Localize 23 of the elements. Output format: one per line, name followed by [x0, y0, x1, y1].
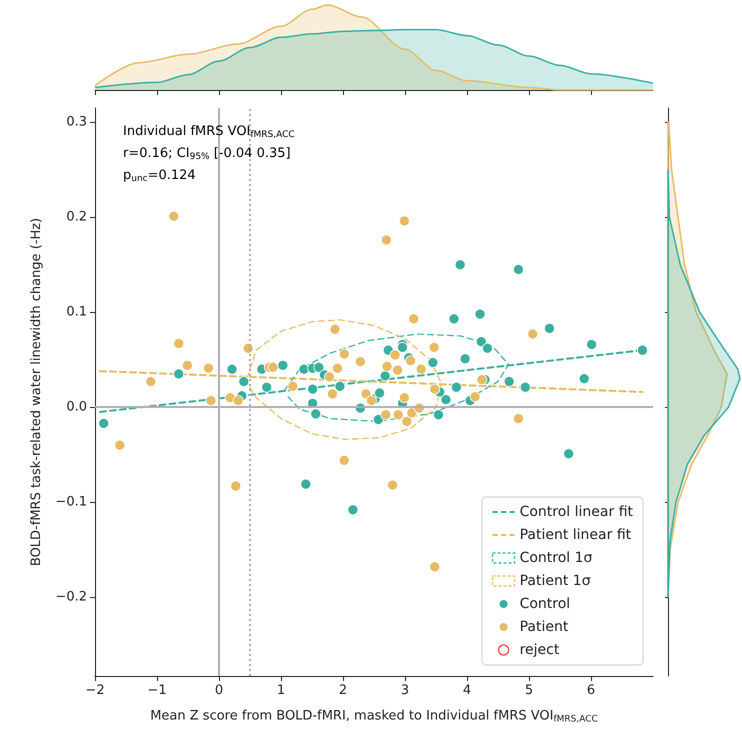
y-tick-label: 0.3 [66, 114, 87, 130]
x-tick-label: 1 [276, 683, 286, 698]
legend-label: Control [520, 596, 570, 612]
y-tick-label: −0.2 [55, 590, 87, 605]
y-tick-label: −0.1 [55, 494, 87, 510]
x-tick-label: 2 [338, 683, 348, 698]
x-tick-label: 0 [214, 683, 224, 698]
legend-label: reject [520, 642, 560, 658]
x-tick-label: 3 [400, 683, 410, 698]
x-tick-label: 6 [586, 683, 596, 698]
legend-label: Control linear fit [520, 504, 634, 520]
y-axis-title: BOLD-fMRS task-related water linewidth change (-Hz) [29, 218, 44, 566]
legend-label: Control 1σ [520, 550, 593, 566]
y-tick-label: 0.1 [66, 304, 87, 320]
x-tick-label: −2 [85, 683, 105, 698]
legend-label: Patient [520, 619, 569, 635]
y-tick-label: 0.0 [66, 400, 87, 415]
y-tick-label: 0.2 [66, 210, 87, 225]
x-tick-label: 5 [524, 683, 534, 698]
x-tick-label: −1 [147, 683, 167, 698]
legend-label: Patient linear fit [520, 527, 632, 543]
legend-label: Patient 1σ [520, 573, 591, 589]
x-tick-label: 4 [462, 683, 472, 698]
